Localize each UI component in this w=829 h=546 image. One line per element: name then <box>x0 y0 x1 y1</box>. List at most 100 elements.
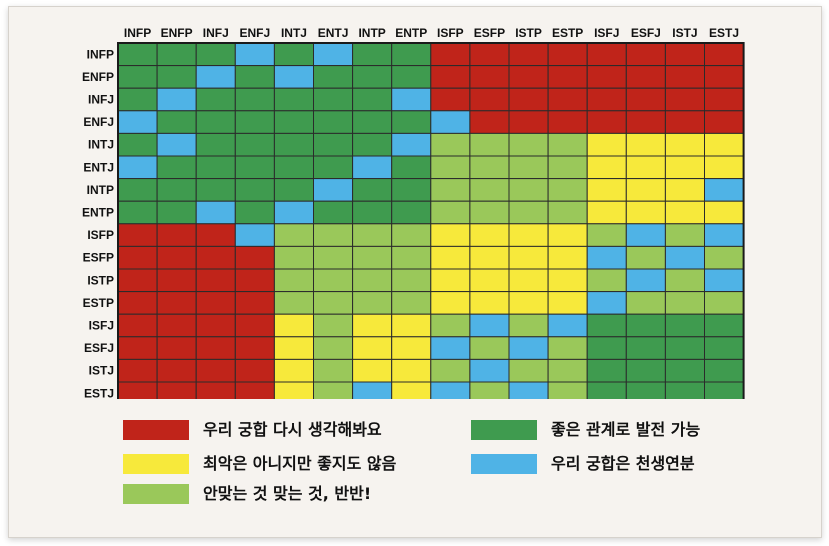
legend-swatch <box>471 454 537 474</box>
cell-infj-esfp <box>469 87 510 112</box>
cell-enfp-infp <box>117 65 158 89</box>
cell-esfp-istp <box>508 245 549 270</box>
cell-entp-isfp <box>430 200 471 225</box>
cell-intp-intj <box>273 178 314 202</box>
cell-enfp-isfp <box>430 65 471 89</box>
cell-esfp-infp <box>117 245 158 270</box>
row-label-entj: ENTJ <box>83 160 114 174</box>
col-label-estp: ESTP <box>552 26 583 40</box>
cell-estj-esfj <box>625 381 666 399</box>
cell-infj-esfj <box>625 87 666 112</box>
cell-infp-infj <box>195 42 236 67</box>
cell-estj-estj <box>704 381 745 399</box>
cell-entj-istp <box>508 155 549 180</box>
cell-enfp-enfp <box>156 65 197 89</box>
legend-swatch <box>123 420 189 440</box>
cell-istp-isfp <box>430 268 471 293</box>
cell-infp-esfp <box>469 42 510 67</box>
cell-istj-enfp <box>156 358 197 383</box>
cell-esfj-intp <box>352 336 393 360</box>
cell-esfj-isfj <box>586 336 627 360</box>
cell-isfp-enfp <box>156 223 197 247</box>
cell-esfp-intp <box>352 245 393 270</box>
cell-entj-estp <box>547 155 588 180</box>
cell-estp-intj <box>273 291 314 315</box>
row-label-infj: INFJ <box>88 93 114 107</box>
row-label-esfj: ESFJ <box>84 341 114 355</box>
cell-istj-entp <box>391 358 432 383</box>
cell-isfp-istp <box>508 223 549 247</box>
cell-enfp-estp <box>547 65 588 89</box>
row-label-estp: ESTP <box>83 296 114 310</box>
cell-enfj-infp <box>117 110 158 134</box>
cell-intp-enfp <box>156 178 197 202</box>
cell-intj-estj <box>704 132 745 157</box>
cell-infp-intp <box>352 42 393 67</box>
cell-enfj-esfj <box>625 110 666 134</box>
cell-isfp-enfj <box>234 223 275 247</box>
cell-entp-estp <box>547 200 588 225</box>
cell-entp-isfj <box>586 200 627 225</box>
cell-enfp-estj <box>704 65 745 89</box>
cell-istj-intp <box>352 358 393 383</box>
cell-intj-isfp <box>430 132 471 157</box>
cell-istj-entj <box>313 358 354 383</box>
cell-esfj-entj <box>313 336 354 360</box>
legend-swatch <box>123 454 189 474</box>
cell-intj-esfj <box>625 132 666 157</box>
cell-esfp-esfj <box>625 245 666 270</box>
cell-infj-isfp <box>430 87 471 112</box>
row-label-estj: ESTJ <box>84 386 114 399</box>
column-labels: INFP ENFP INFJ ENFJ INTJ ENTJ INTP ENTP ISFP ESFP… <box>124 26 739 40</box>
cell-infj-estp <box>547 87 588 112</box>
cell-estj-enfj <box>234 381 275 399</box>
col-label-esfj: ESFJ <box>631 26 661 40</box>
cell-esfp-isfj <box>586 245 627 270</box>
cell-estj-istj <box>664 381 706 399</box>
col-label-istp: ISTP <box>515 26 542 40</box>
col-label-entj: ENTJ <box>318 26 349 40</box>
row-label-isfp: ISFP <box>87 228 114 242</box>
cell-isfp-estp <box>547 223 588 247</box>
cell-entj-infj <box>195 155 236 180</box>
cell-isfp-estj <box>704 223 745 247</box>
col-label-enfp: ENFP <box>161 26 193 40</box>
row-label-esfp: ESFP <box>83 251 114 265</box>
cell-intj-enfj <box>234 132 275 157</box>
col-label-infj: INFJ <box>203 26 229 40</box>
cell-entp-esfp <box>469 200 510 225</box>
cell-esfj-esfp <box>469 336 510 360</box>
cell-istp-entp <box>391 268 432 293</box>
cell-intp-infp <box>117 178 158 202</box>
cell-enfj-estj <box>704 110 745 134</box>
cell-entj-isfj <box>586 155 627 180</box>
cell-infj-istp <box>508 87 549 112</box>
col-label-isfp: ISFP <box>437 26 464 40</box>
cell-infp-isfj <box>586 42 627 67</box>
cell-estj-intp <box>352 381 393 399</box>
cell-intj-isfj <box>586 132 627 157</box>
cell-enfp-entj <box>313 65 354 89</box>
cell-estp-estj <box>704 291 745 315</box>
cell-esfj-enfj <box>234 336 275 360</box>
cell-istp-estj <box>704 268 745 293</box>
cell-istp-isfj <box>586 268 627 293</box>
cell-estj-intj <box>273 381 314 399</box>
cell-infp-enfj <box>234 42 275 67</box>
cell-esfp-estp <box>547 245 588 270</box>
cell-esfp-entj <box>313 245 354 270</box>
cell-enfj-intj <box>273 110 314 134</box>
cell-istj-esfp <box>469 358 510 383</box>
cell-intp-esfp <box>469 178 510 202</box>
cell-esfj-esfj <box>625 336 666 360</box>
cell-estp-infj <box>195 291 236 315</box>
cell-estp-istp <box>508 291 549 315</box>
cell-istj-infp <box>117 358 158 383</box>
cell-isfj-enfj <box>234 313 275 338</box>
cell-intp-istj <box>664 178 706 202</box>
cell-infp-estj <box>704 42 745 67</box>
cell-isfj-esfj <box>625 313 666 338</box>
col-label-esfp: ESFP <box>474 26 505 40</box>
cell-estj-isfj <box>586 381 627 399</box>
cell-enfj-enfp <box>156 110 197 134</box>
